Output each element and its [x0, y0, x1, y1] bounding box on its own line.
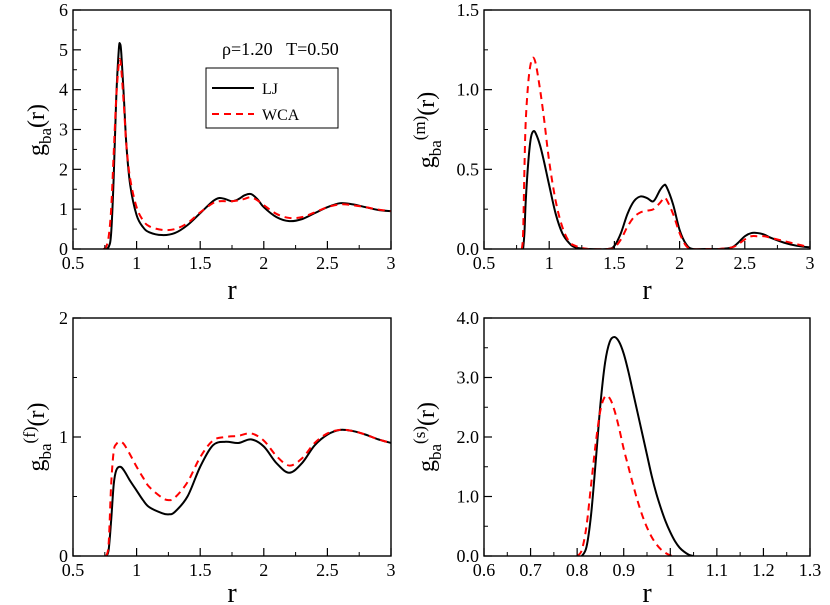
x-tick-label: 0.5 — [62, 253, 85, 273]
x-tick-label: 2.5 — [734, 253, 757, 273]
x-tick-label: 1.5 — [189, 560, 212, 580]
y-tick-label: 4.0 — [457, 308, 480, 328]
x-tick-label: 1 — [666, 560, 675, 580]
panel-gba-f: 0.5 1 1.5 2 2.5 3 0 1 2 r gba(f)(r) — [20, 308, 396, 605]
y-tick-label: 1.0 — [457, 80, 480, 100]
series-line-wca — [520, 56, 810, 249]
y-tick-label: 1.5 — [457, 0, 480, 20]
x-tick-label: 1.5 — [603, 253, 626, 273]
y-tick-label: 1.0 — [457, 487, 480, 507]
y-tick-label: 1 — [59, 427, 68, 447]
y-tick-label: 0 — [59, 546, 68, 566]
y-tick-label: 2.0 — [457, 427, 480, 447]
state-annotation: ρ=1.20 T=0.50 — [222, 39, 339, 59]
y-label-main: g — [24, 460, 50, 472]
x-tick-label: 3 — [387, 560, 396, 580]
y-label-sub: ba — [426, 443, 445, 460]
x-tick-label: 2 — [675, 253, 684, 273]
legend-label-lj: LJ — [262, 81, 278, 98]
x-axis-label: r — [227, 578, 237, 605]
x-tick-label: 2.5 — [316, 253, 339, 273]
y-tick-label: 0.0 — [457, 546, 480, 566]
x-tick-label: 0.6 — [473, 560, 496, 580]
y-axis-label: gba(f)(r) — [20, 402, 55, 471]
y-label-sup: (f) — [20, 426, 39, 443]
panel-gba-m: 0.5 1 1.5 2 2.5 30.00.51.01.5 r gba(m)(r) — [410, 0, 815, 306]
series-line-wca — [105, 428, 391, 556]
y-tick-label: 3.0 — [457, 368, 480, 388]
y-label-sub: ba — [426, 140, 445, 157]
x-tick-label: 1 — [132, 253, 141, 273]
y-axis-label: gba(r) — [24, 104, 55, 156]
series-line-wca — [576, 394, 676, 556]
y-label-sup: (s) — [410, 426, 429, 444]
y-label-tail: (r) — [24, 402, 50, 426]
plot-frame — [483, 317, 811, 557]
y-tick-label: 0 — [59, 239, 68, 259]
x-axis-label: r — [642, 275, 652, 306]
x-tick-label: 0.9 — [612, 560, 635, 580]
x-tick-label: 3 — [387, 253, 396, 273]
x-tick-label: 1 — [545, 253, 554, 273]
x-tick-label: 0.7 — [519, 560, 542, 580]
x-tick-label: 2 — [259, 560, 268, 580]
y-tick-label: 1 — [59, 199, 68, 219]
y-label-tail: (r) — [24, 104, 50, 128]
y-label-sup: (m) — [410, 116, 429, 141]
series-line-lj — [522, 129, 810, 249]
legend: LJ WCA — [205, 67, 339, 129]
y-label-tail: (r) — [414, 92, 440, 116]
x-tick-label: 2 — [259, 253, 268, 273]
y-label-main: g — [414, 460, 440, 472]
y-tick-label: 2 — [59, 308, 68, 328]
x-tick-label: 0.5 — [473, 253, 496, 273]
series-line-wca — [102, 57, 391, 249]
panel-gba-s: 0.6 0.7 0.8 0.9 1 1.1 1.2 1.30.01.02.03.04.0 r … — [410, 308, 821, 605]
x-tick-label: 1.5 — [189, 253, 212, 273]
x-tick-label: 3 — [806, 253, 815, 273]
x-tick-label: 1.2 — [752, 560, 775, 580]
y-tick-label: 3 — [59, 120, 68, 140]
y-label-main: g — [414, 156, 440, 168]
legend-label-wca: WCA — [262, 107, 300, 124]
plot-frame — [483, 9, 811, 250]
y-tick-label: 5 — [59, 40, 68, 60]
y-tick-label: 4 — [59, 80, 68, 100]
x-tick-label: 1.3 — [799, 560, 822, 580]
legend-box — [205, 67, 339, 129]
panel-gba: 0.5 1 1.5 2 2.5 3 0 1 2 3 4 5 6 r gba(r) ρ=1.20 T=0.… — [24, 0, 396, 306]
x-tick-label: 0.8 — [566, 560, 589, 580]
x-axis-label: r — [642, 578, 652, 605]
x-tick-label: 2.5 — [316, 560, 339, 580]
x-tick-label: 0.5 — [62, 560, 85, 580]
y-label-main: g — [24, 144, 50, 156]
series-line-lj — [105, 428, 391, 556]
x-axis-label: r — [227, 275, 237, 306]
y-axis-label: gba(m)(r) — [410, 92, 445, 169]
y-label-tail: (r) — [414, 402, 440, 426]
y-tick-label: 0.0 — [457, 239, 480, 259]
x-tick-label: 1 — [132, 560, 141, 580]
y-tick-label: 6 — [59, 0, 68, 20]
y-tick-label: 2 — [59, 159, 68, 179]
y-tick-label: 0.5 — [457, 159, 480, 179]
y-label-sub: ba — [36, 128, 55, 145]
y-axis-label: gba(s)(r) — [410, 402, 445, 472]
x-tick-label: 1.1 — [706, 560, 729, 580]
y-label-sub: ba — [36, 443, 55, 460]
series-line-lj — [580, 336, 694, 556]
